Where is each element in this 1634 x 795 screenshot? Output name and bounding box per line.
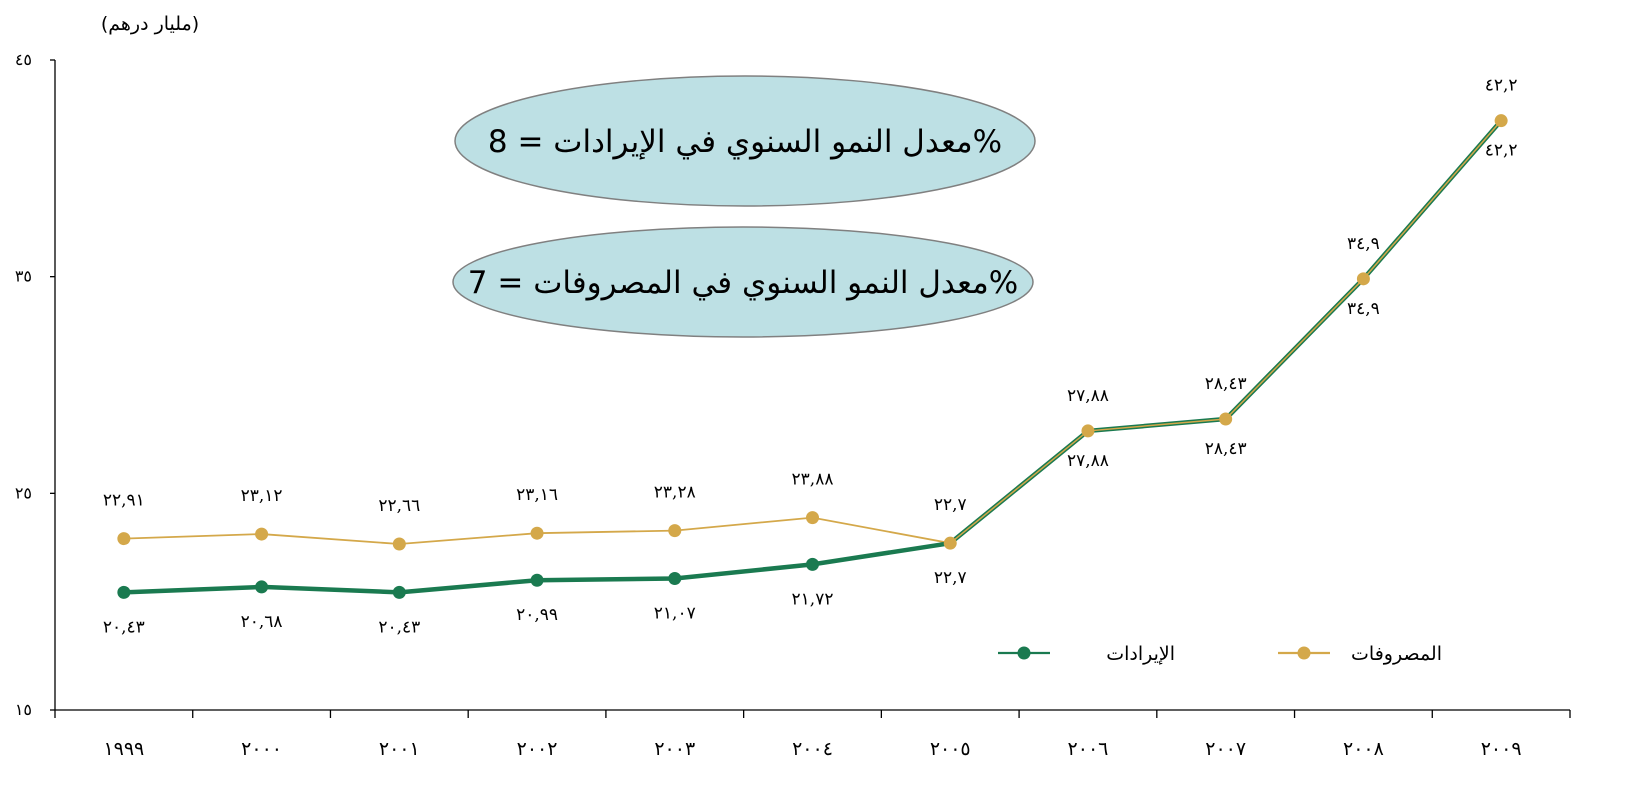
data-label-revenue: ٢١,٧٢ [792, 589, 834, 609]
axes: ١٥ ٢٥ ٣٥ ٤٥ ١٩٩٩ ٢٠٠٠ ٢٠٠١ ٢٠٠٢ ٢٠٠٣ ٢٠٠٤ ٢٠٠٥ ٢٠٠٦… [15, 13, 1571, 760]
point-expenses [1081, 424, 1095, 438]
series-lines [117, 114, 1508, 599]
legend-label-revenue: الإيرادات [1106, 643, 1175, 665]
point-revenue [668, 571, 682, 585]
data-label-expenses: ٢٨,٤٣ [1205, 374, 1247, 394]
annotation-ellipse [454, 75, 1036, 207]
data-label-expenses: ٢٢,٩١ [103, 491, 145, 511]
legend: الإيرادات المصروفات [998, 643, 1442, 665]
data-label-expenses: ٢٣,١٢ [241, 486, 283, 506]
annotation-text: معدل النمو السنوي في المصروفات = 7% [468, 265, 1018, 301]
y-tick-label: ٢٥ [15, 483, 32, 502]
annotations: معدل النمو السنوي في الإيرادات = 8% معدل … [452, 75, 1036, 338]
annotation-text: معدل النمو السنوي في الإيرادات = 8% [488, 124, 1002, 160]
x-tick-label: ٢٠٠٥ [930, 738, 971, 760]
data-label-expenses: ٢٢,٦٦ [378, 496, 420, 516]
data-label-expenses: ٢٣,٨٨ [792, 470, 834, 490]
x-tick-label: ٢٠٠٨ [1343, 738, 1384, 760]
point-revenue [392, 585, 406, 599]
y-tick-label: ١٥ [15, 700, 32, 719]
y-axis-title: (مليار درهم) [101, 13, 199, 35]
data-label-expenses: ٢٣,١٦ [516, 485, 558, 505]
data-label-revenue: ٤٢,٢ [1485, 141, 1518, 161]
point-expenses [668, 524, 682, 538]
data-label-revenue: ٢٠,٤٣ [378, 617, 420, 637]
data-label-revenue: ٢٠,٤٣ [103, 617, 145, 637]
data-label-revenue: ٢٧,٨٨ [1067, 451, 1109, 471]
x-tick-label: ٢٠٠٤ [792, 738, 833, 760]
data-label-expenses: ٤٢,٢ [1485, 76, 1518, 96]
point-expenses [1356, 272, 1370, 286]
data-labels: ٢٠,٤٣ ٢٠,٦٨ ٢٠,٤٣ ٢٠,٩٩ ٢١,٠٧ ٢١,٧٢ ٢٢,٧ ٢٧,٨٨ ٢… [103, 76, 1518, 638]
x-tick-label: ١٩٩٩ [103, 738, 144, 760]
x-tick-label: ٢٠٠٠ [241, 738, 282, 760]
point-revenue [255, 580, 269, 594]
data-label-expenses: ٢٢,٧ [934, 495, 967, 515]
point-expenses [806, 511, 819, 525]
point-revenue [806, 557, 819, 571]
point-expenses [1494, 114, 1508, 128]
point-revenue [117, 585, 131, 599]
y-tick-label: ٣٥ [15, 267, 32, 286]
legend-label-expenses: المصروفات [1351, 643, 1442, 665]
data-label-expenses: ٢٣,٢٨ [654, 483, 696, 503]
point-expenses [255, 527, 269, 541]
point-expenses [530, 526, 544, 540]
series-line-overlap [949, 120, 1502, 544]
point-expenses [1219, 412, 1233, 426]
x-tick-label: ٢٠٠٦ [1068, 738, 1109, 760]
point-expenses [943, 536, 957, 550]
data-label-revenue: ٢٠,٩٩ [516, 605, 558, 625]
point-revenue [530, 573, 544, 587]
annotation-ellipse [452, 226, 1034, 338]
legend-marker-revenue [1017, 646, 1031, 660]
x-tick-label: ٢٠٠١ [379, 738, 420, 760]
legend-marker-expenses [1297, 646, 1311, 660]
data-label-revenue: ٢٢,٧ [934, 568, 967, 588]
data-label-expenses: ٣٤,٩ [1347, 234, 1380, 254]
x-tick-label: ٢٠٠٢ [517, 738, 558, 760]
data-label-revenue: ٢٠,٦٨ [241, 612, 283, 632]
x-tick-label: ٢٠٠٩ [1481, 738, 1522, 760]
y-tick-label: ٤٥ [15, 50, 32, 69]
data-label-revenue: ٢١,٠٧ [654, 603, 696, 623]
data-label-expenses: ٢٧,٨٨ [1067, 386, 1109, 406]
point-expenses [392, 537, 406, 551]
point-expenses [117, 532, 131, 546]
x-tick-label: ٢٠٠٧ [1205, 738, 1246, 760]
data-label-revenue: ٢٨,٤٣ [1205, 439, 1247, 459]
x-tick-label: ٢٠٠٣ [654, 738, 695, 760]
data-label-revenue: ٣٤,٩ [1347, 299, 1380, 319]
